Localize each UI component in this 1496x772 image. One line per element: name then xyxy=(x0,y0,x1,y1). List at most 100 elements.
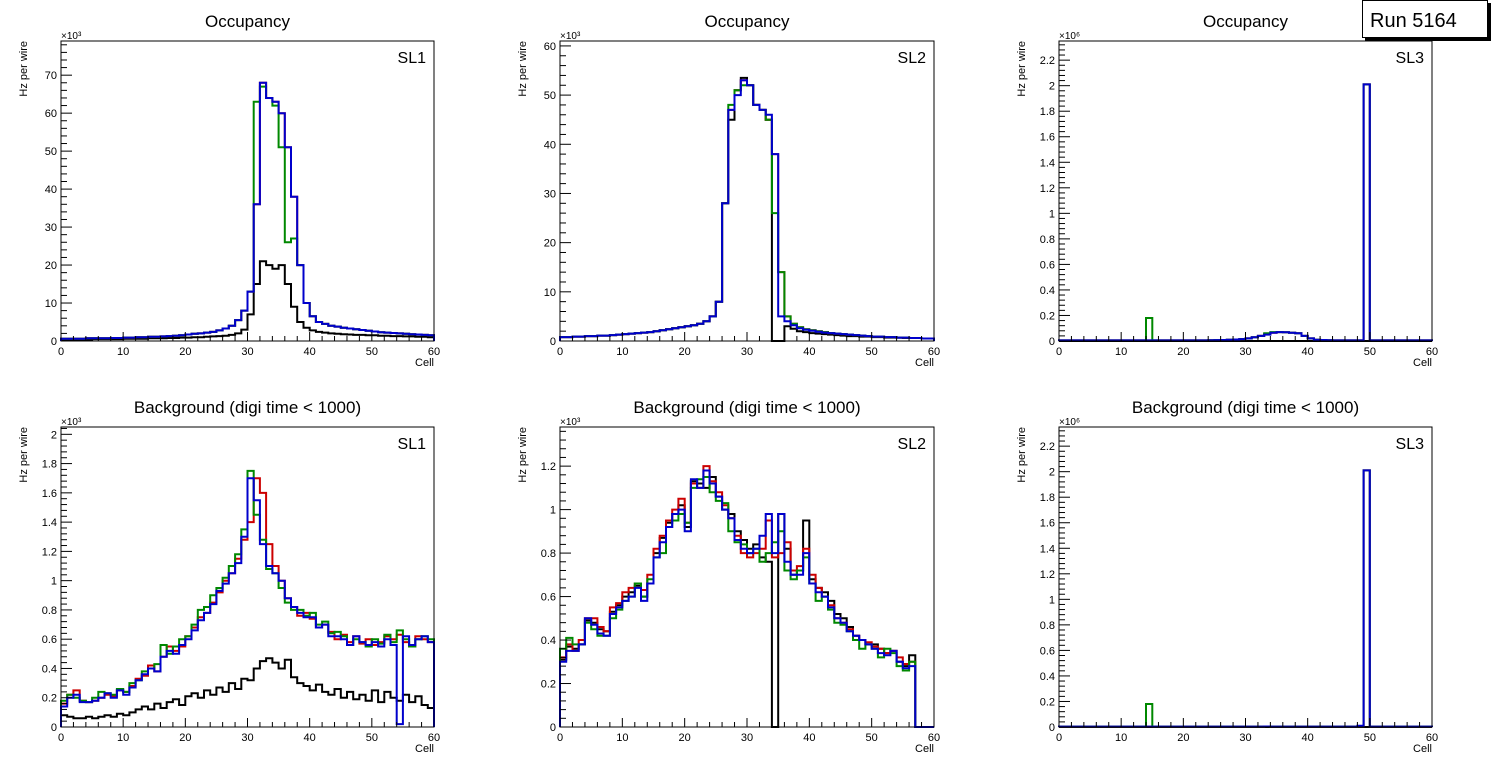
y-tick-label: 60 xyxy=(544,41,556,53)
y-tick-label: 1.4 xyxy=(1040,543,1055,555)
series-green xyxy=(1058,469,1433,728)
histogram-panel-occ-sl1: Occupancy 0 10 20 30 40 50 60 0 10 20 30 40 50 60 70 ×10… xyxy=(18,12,440,369)
histogram-panel-bkg-sl1: Background (digi time < 1000)0 10 20 30 40 50… xyxy=(18,398,440,755)
plot-frame xyxy=(1058,40,1433,342)
x-axis-label: Cell xyxy=(915,357,934,369)
x-tick-label: 0 xyxy=(58,346,64,358)
y-tick-label: 30 xyxy=(544,188,556,200)
superlayer-label: SL2 xyxy=(898,436,927,453)
y-tick-label: 2.2 xyxy=(1040,441,1055,453)
series-red xyxy=(559,465,934,728)
x-tick-label: 0 xyxy=(58,732,64,744)
y-tick-label: 0.8 xyxy=(541,548,556,560)
series-blue xyxy=(60,81,435,341)
x-tick-label: 40 xyxy=(304,346,316,358)
histogram-panel-bkg-sl3: Background (digi time < 1000)0 10 20 30 40 50… xyxy=(1016,398,1438,755)
x-tick-label: 50 xyxy=(866,346,878,358)
x-axis-label: Cell xyxy=(415,357,434,369)
x-axis-label: Cell xyxy=(915,743,934,755)
y-tick-label: 30 xyxy=(45,222,57,234)
y-exponent-label: ×10³ xyxy=(61,417,82,428)
superlayer-label: SL3 xyxy=(1396,50,1425,67)
x-tick-label: 10 xyxy=(616,732,628,744)
y-tick-label: 1 xyxy=(1049,208,1055,220)
y-tick-label: 1.8 xyxy=(42,459,57,471)
series-black xyxy=(559,476,934,728)
panel-title: Occupancy xyxy=(205,12,291,31)
x-tick-label: 10 xyxy=(1115,346,1127,358)
x-tick-label: 50 xyxy=(866,732,878,744)
y-tick-label: 2.2 xyxy=(1040,55,1055,67)
y-tick-label: 20 xyxy=(45,260,57,272)
x-tick-label: 30 xyxy=(241,732,253,744)
plot-frame xyxy=(559,426,935,728)
x-tick-label: 10 xyxy=(117,732,129,744)
panel-title: Occupancy xyxy=(704,12,790,31)
series-green xyxy=(559,476,934,728)
y-tick-label: 0.6 xyxy=(42,634,57,646)
y-tick-label: 60 xyxy=(45,108,57,120)
x-tick-label: 20 xyxy=(679,732,691,744)
run-label: Run 5164 xyxy=(1370,10,1457,32)
x-tick-label: 0 xyxy=(1056,732,1062,744)
y-tick-label: 0 xyxy=(1049,722,1055,734)
y-tick-label: 0 xyxy=(550,336,556,348)
x-tick-label: 10 xyxy=(1115,732,1127,744)
histogram-panel-occ-sl2: Occupancy 0 10 20 30 40 50 60 0 10 20 30 40 50 60 ×10³ C… xyxy=(517,12,940,369)
y-exponent-label: ×10⁶ xyxy=(1059,417,1080,428)
y-tick-label: 1 xyxy=(550,505,556,517)
y-axis-label: Hz per wire xyxy=(18,427,30,483)
x-tick-label: 30 xyxy=(1239,732,1251,744)
y-tick-label: 70 xyxy=(45,70,57,82)
y-tick-label: 40 xyxy=(45,184,57,196)
series-red xyxy=(559,79,935,341)
x-axis-label: Cell xyxy=(1413,357,1432,369)
x-tick-label: 0 xyxy=(557,732,563,744)
series-blue xyxy=(559,469,934,728)
y-tick-label: 0.6 xyxy=(541,592,556,604)
y-exponent-label: ×10³ xyxy=(560,417,581,428)
series-blue xyxy=(60,477,435,727)
x-tick-label: 60 xyxy=(428,346,440,358)
y-tick-label: 40 xyxy=(544,139,556,151)
x-tick-label: 50 xyxy=(366,346,378,358)
x-axis-label: Cell xyxy=(1413,743,1432,755)
y-tick-label: 0.2 xyxy=(1040,310,1055,322)
x-tick-label: 30 xyxy=(241,346,253,358)
y-tick-label: 2 xyxy=(1049,467,1055,479)
y-axis-label: Hz per wire xyxy=(1016,427,1028,483)
y-tick-label: 1.2 xyxy=(42,546,57,558)
x-tick-label: 50 xyxy=(1364,346,1376,358)
series-red xyxy=(1058,469,1433,728)
y-tick-label: 0.6 xyxy=(1040,645,1055,657)
x-tick-label: 60 xyxy=(928,732,940,744)
y-axis-label: Hz per wire xyxy=(1016,41,1028,97)
superlayer-label: SL1 xyxy=(398,436,427,453)
x-tick-label: 20 xyxy=(179,732,191,744)
series-green xyxy=(559,84,935,341)
panel-title: Background (digi time < 1000) xyxy=(1132,398,1359,417)
y-tick-label: 0 xyxy=(1049,336,1055,348)
x-tick-label: 50 xyxy=(1364,732,1376,744)
histogram-panel-occ-sl3: Occupancy 0 10 20 30 40 50 60 0 0.2 0.4 0.6 0.8 1 1.2 1… xyxy=(1016,12,1438,369)
y-tick-label: 50 xyxy=(45,146,57,158)
y-tick-label: 0 xyxy=(550,722,556,734)
y-tick-label: 0.4 xyxy=(42,663,57,675)
y-tick-label: 1.4 xyxy=(1040,157,1055,169)
x-tick-label: 40 xyxy=(803,732,815,744)
y-tick-label: 0.2 xyxy=(1040,696,1055,708)
run-label-box: Run 5164 xyxy=(1362,0,1488,38)
x-tick-label: 50 xyxy=(366,732,378,744)
y-axis-label: Hz per wire xyxy=(517,41,529,97)
y-tick-label: 0.2 xyxy=(541,679,556,691)
plot-frame xyxy=(1058,426,1433,728)
series-green xyxy=(1058,83,1433,342)
x-tick-label: 40 xyxy=(803,346,815,358)
y-tick-label: 0.8 xyxy=(1040,234,1055,246)
superlayer-label: SL3 xyxy=(1396,436,1425,453)
x-tick-label: 30 xyxy=(1239,346,1251,358)
y-tick-label: 1 xyxy=(1049,594,1055,606)
x-axis-label: Cell xyxy=(415,743,434,755)
x-tick-label: 40 xyxy=(1302,732,1314,744)
